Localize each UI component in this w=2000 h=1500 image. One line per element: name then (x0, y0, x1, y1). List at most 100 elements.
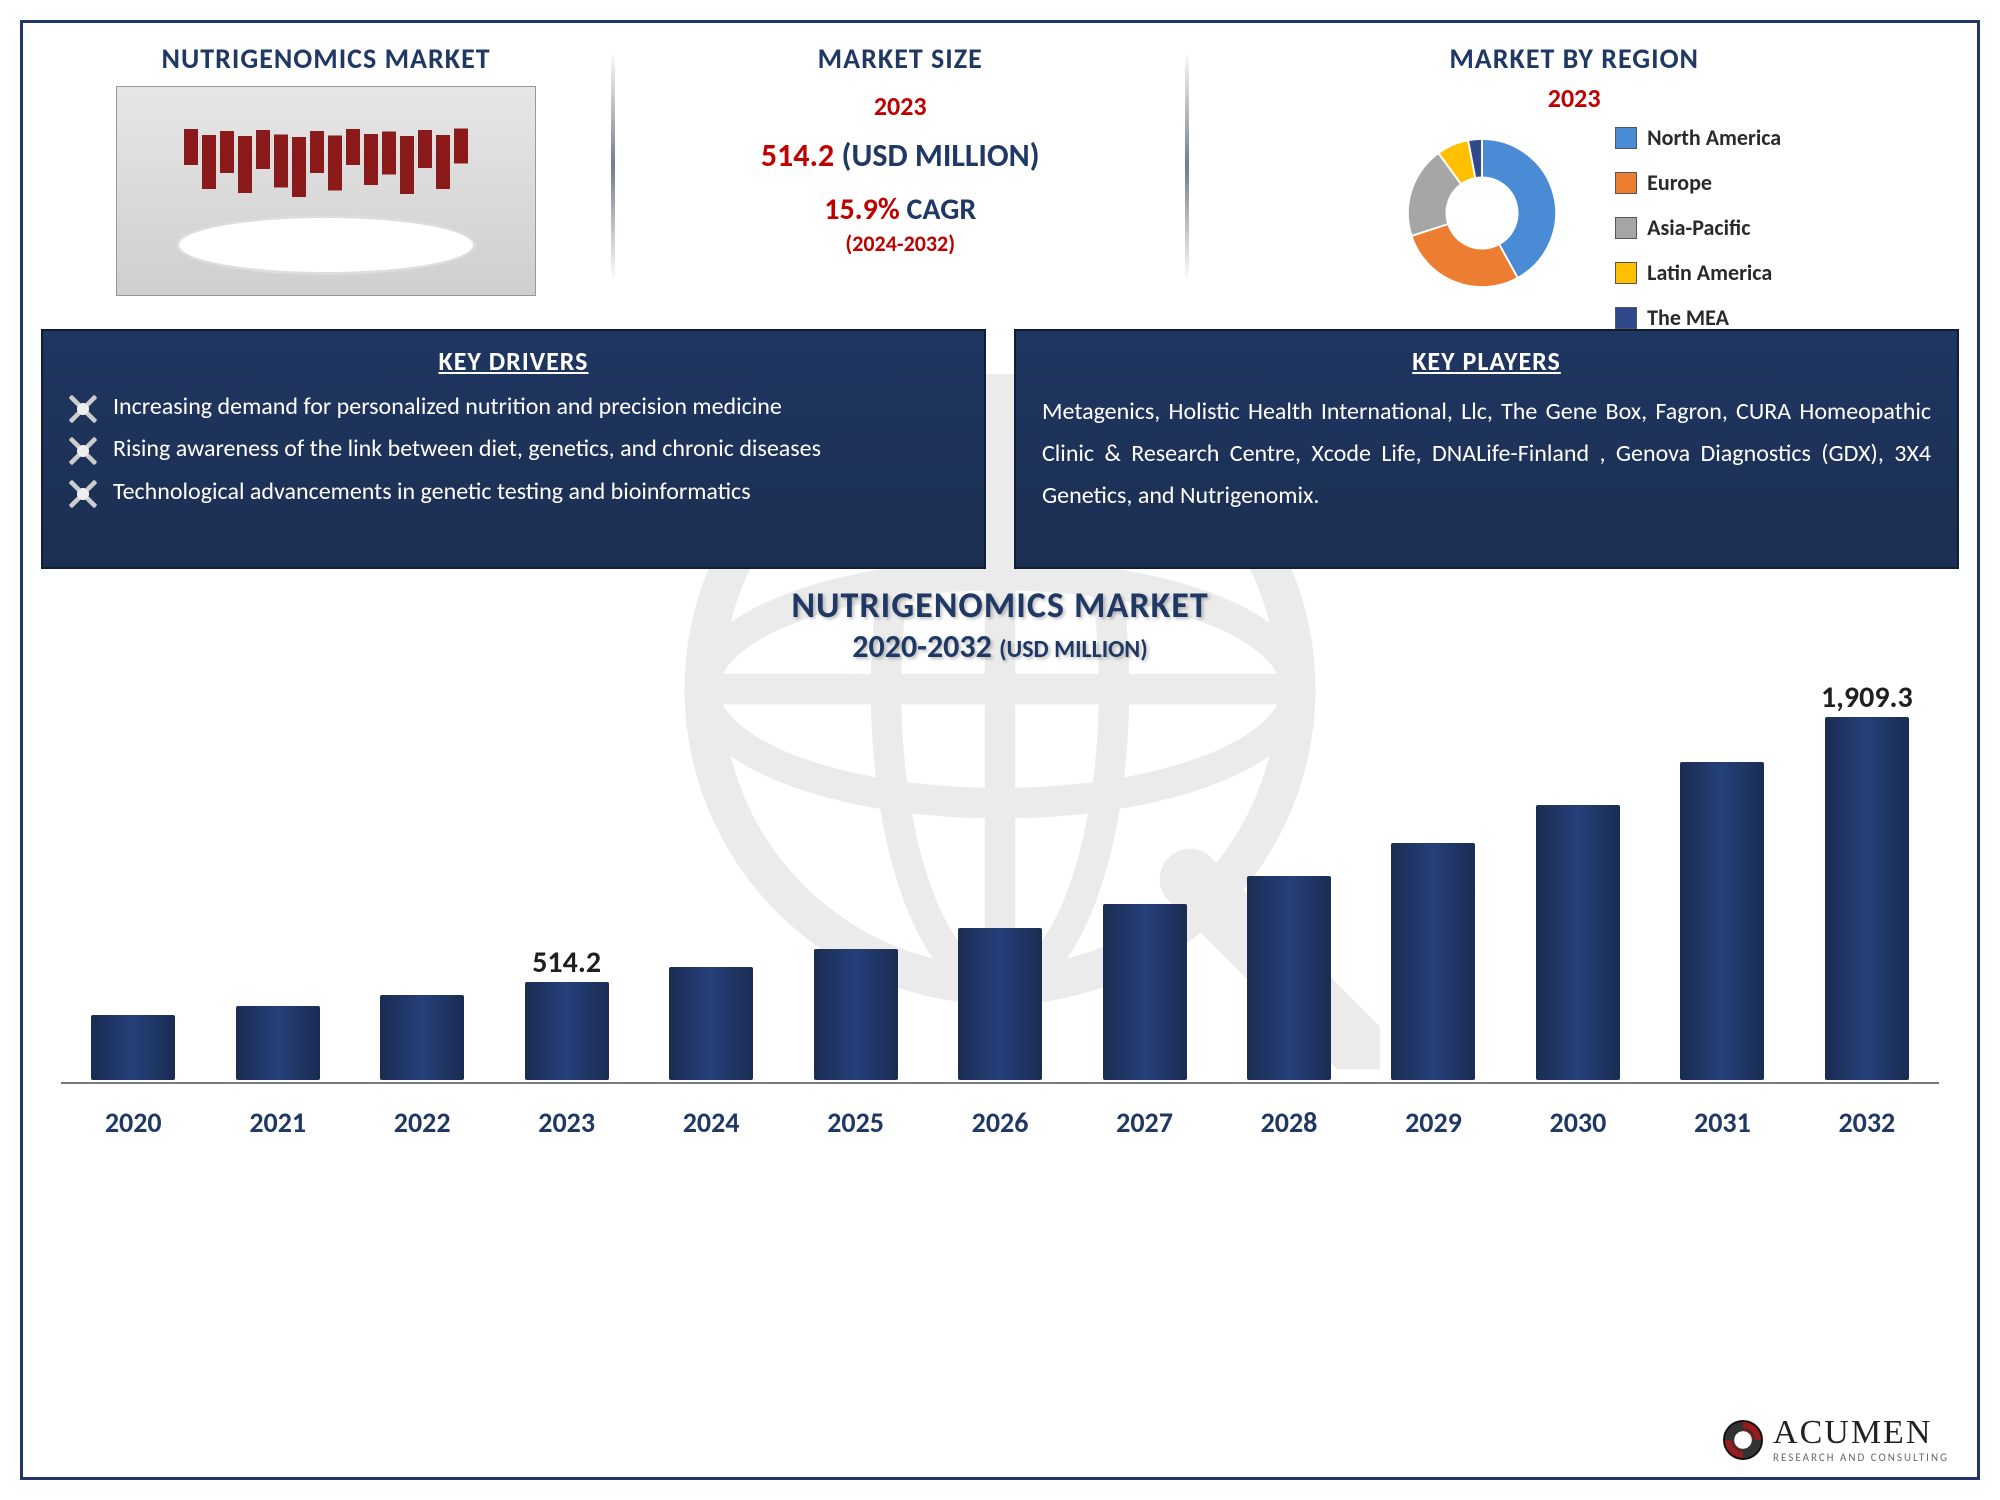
size-value-line: 514.2 (USD MILLION) (761, 136, 1040, 175)
bar-column (928, 928, 1072, 1080)
chart-title-line2: 2020-2032 (USD MILLION) (41, 627, 1959, 666)
region-legend: North America Europe Asia-Pacific Latin Ame… (1615, 124, 1781, 331)
bar-column (1217, 876, 1361, 1080)
bar-column (1361, 843, 1505, 1080)
bar-value-label: 1,909.3 (1821, 679, 1913, 716)
size-title: MARKET SIZE (818, 41, 983, 76)
bar-column: 514.2 (494, 982, 638, 1080)
x-tick-label: 2025 (783, 1105, 927, 1140)
region-title: MARKET BY REGION (1199, 41, 1949, 76)
legend-item: Asia-Pacific (1615, 214, 1781, 241)
x-tick-label: 2022 (350, 1105, 494, 1140)
x-tick-label: 2030 (1506, 1105, 1650, 1140)
chart-title-block: NUTRIGENOMICS MARKET 2020-2032 (USD MILL… (41, 583, 1959, 666)
x-labels: 2020202120222023202420252026202720282029… (61, 1105, 1939, 1140)
drivers-title: KEY DRIVERS (69, 345, 958, 377)
legend-swatch (1615, 262, 1637, 284)
bar (669, 967, 753, 1080)
legend-item: Europe (1615, 169, 1781, 196)
bar-column (783, 949, 927, 1080)
col-market-size: MARKET SIZE 2023 514.2 (USD MILLION) 15.… (615, 41, 1185, 321)
driver-item: Technological advancements in genetic te… (69, 476, 958, 508)
brand-globe-icon (1723, 1420, 1763, 1460)
bar (525, 982, 609, 1080)
donut-slice (1412, 224, 1518, 287)
legend-label: North America (1647, 124, 1781, 151)
bar (1825, 717, 1909, 1080)
hero-image (116, 86, 536, 296)
bar (1247, 876, 1331, 1080)
bar-column (639, 967, 783, 1080)
region-content: North America Europe Asia-Pacific Latin Ame… (1367, 118, 1781, 331)
legend-item: Latin America (1615, 259, 1781, 286)
bar-column (61, 1015, 205, 1080)
x-tick-label: 2032 (1795, 1105, 1939, 1140)
x-tick-label: 2031 (1650, 1105, 1794, 1140)
bar (958, 928, 1042, 1080)
bar-chart: 514.2 1,909.3 202020212022202320242025202… (41, 670, 1959, 1150)
size-year: 2023 (874, 90, 927, 122)
cagr-label: CAGR (907, 191, 977, 228)
market-title: NUTRIGENOMICS MARKET (162, 41, 491, 76)
key-players-box: KEY PLAYERS Metagenics, Holistic Health … (1014, 329, 1959, 569)
bar-column (205, 1006, 349, 1080)
bar (1103, 904, 1187, 1080)
donut-chart (1367, 118, 1597, 308)
legend-item: North America (1615, 124, 1781, 151)
driver-item: Increasing demand for personalized nutri… (69, 391, 958, 423)
bar (236, 1006, 320, 1080)
top-row: NUTRIGENOMICS MARKET MARKET SIZE 2023 51… (41, 41, 1959, 321)
x-tick-label: 2021 (205, 1105, 349, 1140)
legend-swatch (1615, 127, 1637, 149)
x-tick-label: 2020 (61, 1105, 205, 1140)
brand-name: ACUMEN (1773, 1416, 1949, 1450)
legend-label: The MEA (1647, 304, 1729, 331)
key-drivers-box: KEY DRIVERS Increasing demand for person… (41, 329, 986, 569)
drivers-list: Increasing demand for personalized nutri… (69, 391, 958, 508)
bar-column (1072, 904, 1216, 1080)
brand-logo: ACUMEN RESEARCH AND CONSULTING (1723, 1416, 1949, 1463)
col-title-image: NUTRIGENOMICS MARKET (41, 41, 611, 321)
legend-swatch (1615, 217, 1637, 239)
bar-column (1506, 805, 1650, 1080)
bar (1536, 805, 1620, 1080)
chart-title-line1: NUTRIGENOMICS MARKET (41, 583, 1959, 627)
chart-title-main: 2020-2032 (852, 627, 992, 666)
legend-label: Europe (1647, 169, 1712, 196)
infographic-frame: NUTRIGENOMICS MARKET MARKET SIZE 2023 51… (20, 20, 1980, 1480)
region-year: 2023 (1199, 82, 1949, 114)
x-tick-label: 2026 (928, 1105, 1072, 1140)
bars-container: 514.2 1,909.3 (61, 700, 1939, 1080)
legend-swatch (1615, 172, 1637, 194)
col-region: MARKET BY REGION 2023 North America Europ… (1189, 41, 1959, 321)
bar-value-label: 514.2 (532, 944, 601, 981)
x-tick-label: 2024 (639, 1105, 783, 1140)
legend-label: Asia-Pacific (1647, 214, 1750, 241)
players-title: KEY PLAYERS (1042, 345, 1931, 377)
bar (1680, 762, 1764, 1080)
legend-label: Latin America (1647, 259, 1772, 286)
cagr-line: 15.9% CAGR (824, 191, 976, 228)
cagr-range: (2024-2032) (845, 230, 955, 257)
bar (380, 995, 464, 1080)
x-axis (61, 1082, 1939, 1084)
brand-tagline: RESEARCH AND CONSULTING (1773, 1452, 1949, 1463)
info-row: KEY DRIVERS Increasing demand for person… (41, 329, 1959, 569)
bar (1391, 843, 1475, 1080)
legend-item: The MEA (1615, 304, 1781, 331)
cagr-value: 15.9% (824, 191, 900, 228)
bar-column (1650, 762, 1794, 1080)
legend-swatch (1615, 307, 1637, 329)
players-text: Metagenics, Holistic Health Internationa… (1042, 391, 1931, 517)
bar (814, 949, 898, 1080)
x-tick-label: 2027 (1072, 1105, 1216, 1140)
bar-column: 1,909.3 (1795, 717, 1939, 1080)
driver-item: Rising awareness of the link between die… (69, 433, 958, 465)
bar-column (350, 995, 494, 1080)
bar (91, 1015, 175, 1080)
x-tick-label: 2028 (1217, 1105, 1361, 1140)
chart-title-unit: (USD MILLION) (999, 635, 1148, 664)
x-tick-label: 2029 (1361, 1105, 1505, 1140)
size-value: 514.2 (761, 136, 834, 175)
size-unit: (USD MILLION) (841, 136, 1039, 175)
